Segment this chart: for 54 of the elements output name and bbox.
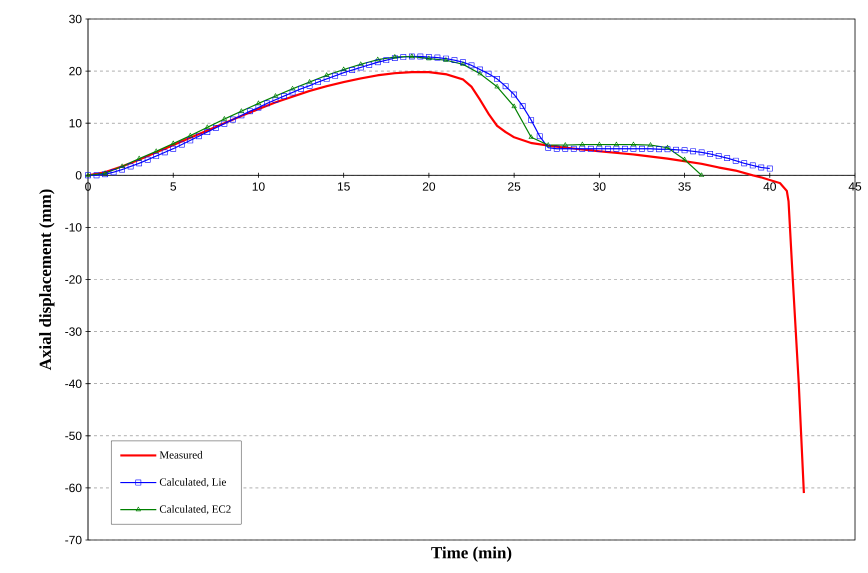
point — [512, 104, 517, 108]
point — [290, 86, 296, 90]
x-tick-label: 10 — [252, 182, 265, 191]
x-tick-label: 5 — [170, 182, 176, 191]
x-tick-label: 30 — [593, 182, 606, 191]
y-tick-label: 0 — [76, 171, 82, 180]
y-tick-label: -70 — [65, 536, 82, 544]
point — [204, 124, 210, 129]
point — [170, 140, 176, 146]
point — [375, 56, 380, 62]
point — [238, 108, 244, 113]
y-tick-label: -50 — [65, 432, 82, 440]
point — [546, 142, 551, 147]
point — [102, 170, 108, 175]
point — [630, 142, 636, 146]
point — [477, 70, 483, 76]
y-tick-label: -60 — [65, 484, 82, 492]
legend-label: Measured — [160, 450, 202, 459]
point — [341, 66, 346, 72]
point — [494, 84, 500, 88]
x-tick-label: 15 — [338, 182, 350, 191]
y-tick-label: 30 — [69, 14, 82, 24]
point — [324, 72, 330, 77]
y-tick-label: 20 — [69, 66, 82, 76]
legend-label: Calculated, EC2 — [160, 505, 231, 514]
point — [562, 142, 568, 147]
x-tick-label: 35 — [678, 182, 691, 191]
point — [664, 144, 670, 150]
point — [614, 142, 619, 146]
point — [307, 79, 312, 84]
point — [682, 156, 688, 162]
point — [154, 148, 159, 153]
y-tick-label: 10 — [70, 118, 82, 128]
point — [528, 134, 534, 139]
x-axis-title: Time (min) — [431, 546, 512, 562]
x-tick-label: 25 — [508, 182, 520, 191]
point — [272, 93, 278, 98]
point — [136, 156, 142, 160]
point — [188, 132, 193, 138]
x-tick-label: 20 — [422, 182, 436, 191]
point — [120, 164, 125, 168]
y-axis-title: Axial displacement (mm) — [39, 189, 54, 370]
point — [358, 61, 364, 66]
x-tick-label: 40 — [763, 182, 776, 191]
point — [596, 142, 602, 146]
point — [222, 116, 227, 121]
point — [580, 142, 585, 146]
y-tick-label: -40 — [65, 379, 82, 388]
legend-label: Calculated, Lie — [160, 478, 226, 488]
point — [256, 100, 261, 105]
y-tick-label: -30 — [65, 327, 82, 336]
y-tick-label: -20 — [65, 275, 82, 284]
point — [648, 142, 654, 147]
y-tick-label: -10 — [65, 223, 82, 232]
